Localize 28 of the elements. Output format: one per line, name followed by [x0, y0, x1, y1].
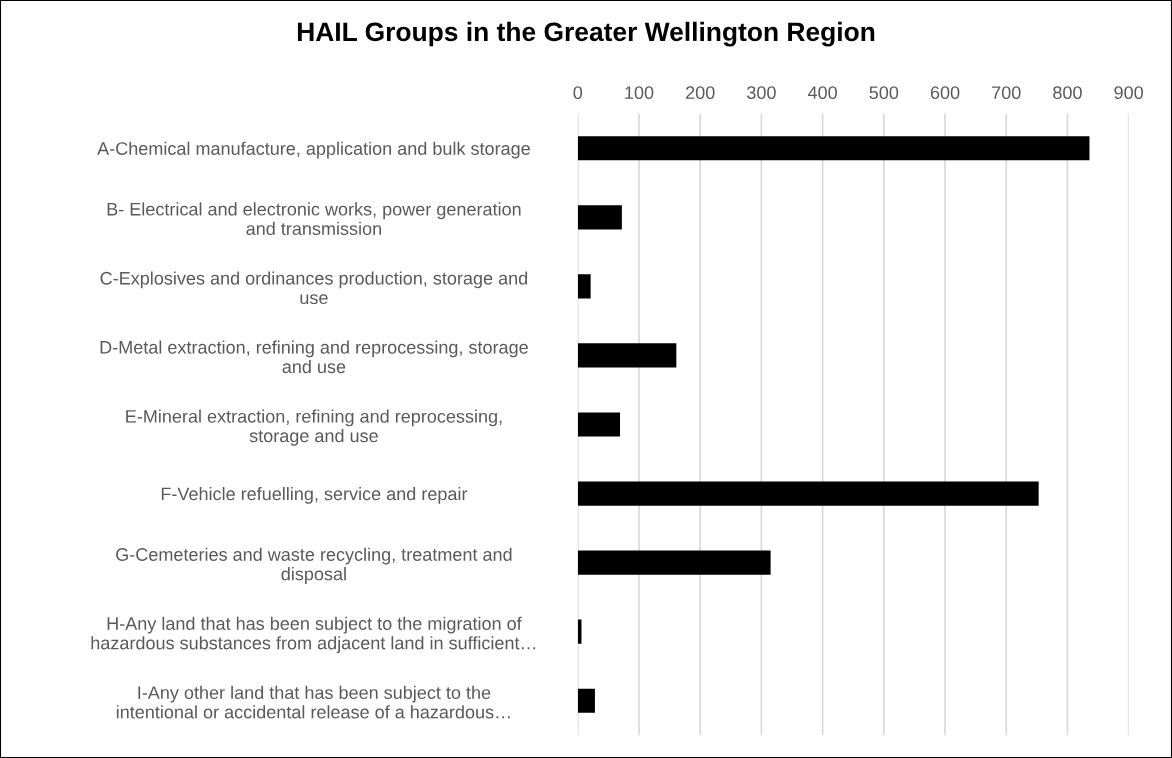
- y-tick-label: B- Electrical and electronic works, power generation and transmission: [107, 202, 521, 236]
- x-tick-label: 400: [807, 86, 837, 100]
- bar: [577, 550, 771, 575]
- y-tick-label: H-Any land that has been subject to the migration of hazardous substances from adjacent land in sufficient…: [91, 616, 536, 653]
- x-tick-label: 500: [869, 86, 899, 100]
- y-tick-label: E-Mineral extraction, refining and reprocessing, storage and use: [126, 409, 502, 446]
- bar: [577, 481, 1039, 506]
- x-tick-label: 100: [625, 86, 654, 100]
- x-tick-label: 300: [747, 86, 776, 100]
- x-tick-label: 600: [930, 86, 960, 100]
- y-tick-label: F-Vehicle refuelling, service and repair: [161, 487, 468, 504]
- bar: [577, 412, 621, 437]
- bar: [577, 274, 591, 299]
- bar: [577, 205, 622, 230]
- y-tick-label: I-Any other land that has been subject to the intentional or accidental release of a hazardous…: [116, 685, 510, 719]
- x-tick-label: 900: [1114, 86, 1143, 100]
- bar: [577, 343, 677, 368]
- y-tick-label: G-Cemeteries and waste recycling, treatment and disposal: [116, 547, 512, 584]
- x-tick-label: 200: [686, 86, 715, 100]
- chart-title: HAIL Groups in the Greater Wellington Region: [297, 21, 875, 47]
- bar: [577, 688, 595, 713]
- x-tick-label: 0: [573, 86, 583, 100]
- x-tick-label: 700: [992, 86, 1021, 100]
- y-tick-label: C-Explosives and ordinances production, storage and use: [100, 271, 528, 305]
- bar: [577, 136, 1090, 161]
- y-tick-label: A-Chemical manufacture, application and bulk storage: [97, 141, 530, 159]
- y-tick-label: D-Metal extraction, refining and reprocessing, storage and use: [100, 340, 528, 374]
- x-tick-label: 800: [1053, 86, 1082, 100]
